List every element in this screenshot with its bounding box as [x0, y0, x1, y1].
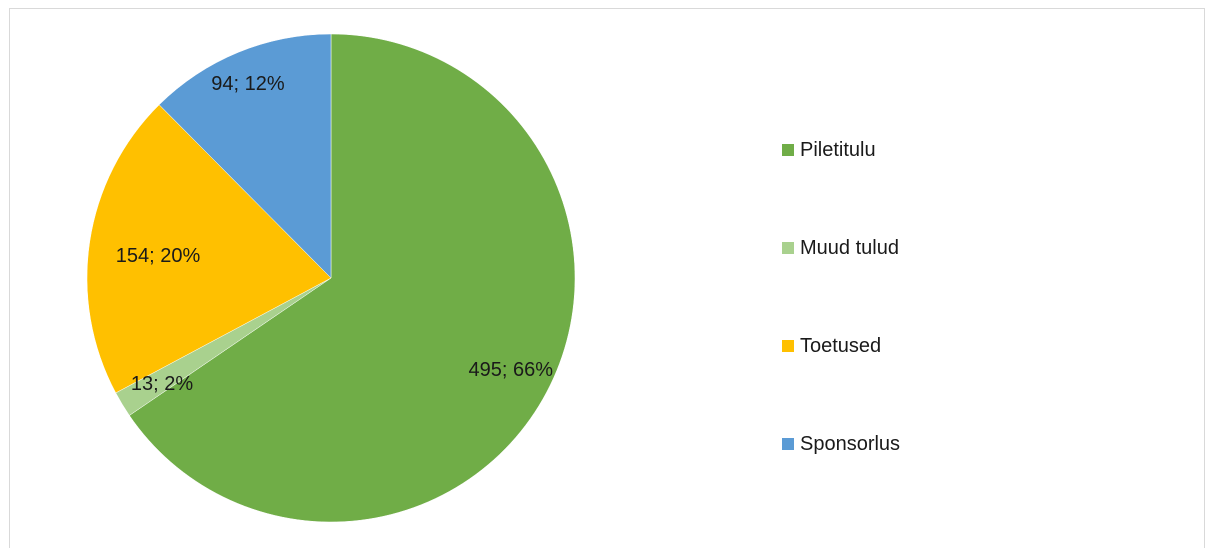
legend-swatch — [782, 438, 794, 450]
legend-item-piletitulu: Piletitulu — [782, 136, 876, 164]
data-label-toetused: 154; 20% — [116, 245, 201, 267]
pie-slices — [86, 33, 576, 523]
legend-item-toetused: Toetused — [782, 332, 881, 360]
legend-swatch — [782, 340, 794, 352]
legend-item-sponsorlus: Sponsorlus — [782, 430, 900, 458]
chart-legend: Piletitulu Muud tulud Toetused Sponsorlus — [782, 120, 1042, 480]
legend-swatch — [782, 144, 794, 156]
data-label-piletitulu: 495; 66% — [468, 359, 553, 381]
data-label-muud-tulud: 13; 2% — [131, 373, 193, 395]
pie-slice-piletitulu — [129, 33, 576, 523]
legend-label: Sponsorlus — [800, 432, 901, 455]
pie-slice-toetused — [86, 104, 332, 394]
pie-data-labels: 495; 66% 13; 2% 154; 20% 94; 12% — [116, 73, 553, 395]
legend-item-muud-tulud: Muud tulud — [782, 234, 899, 262]
legend-label: Piletitulu — [800, 138, 876, 161]
pie-slice-sponsorlus — [158, 33, 332, 279]
legend-swatch — [782, 242, 794, 254]
data-label-sponsorlus: 94; 12% — [211, 73, 285, 95]
legend-label: Muud tulud — [800, 236, 899, 259]
legend-label: Toetused — [800, 334, 882, 357]
